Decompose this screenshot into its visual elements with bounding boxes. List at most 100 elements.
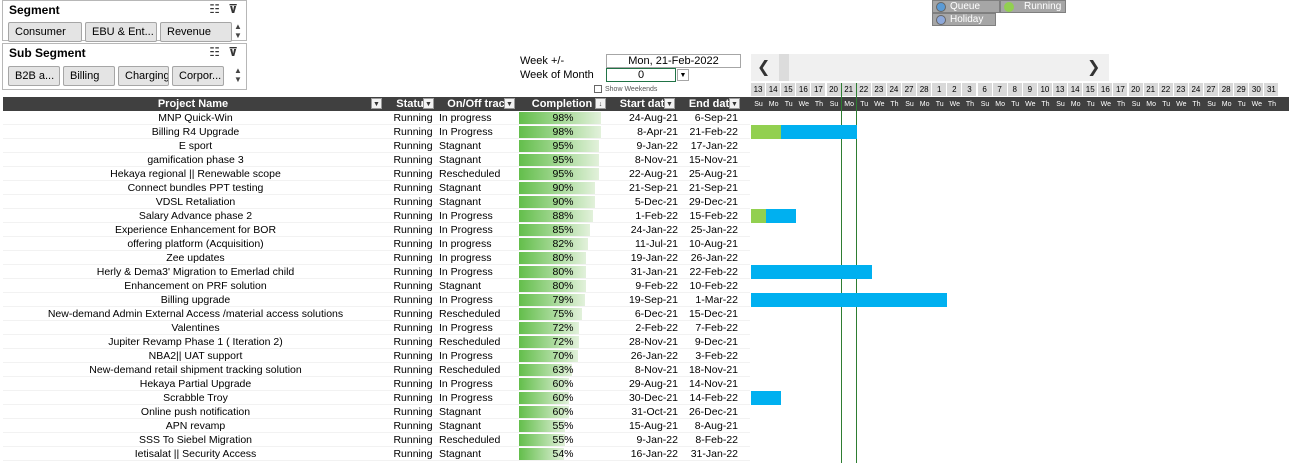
completion-cell: 60% bbox=[518, 405, 608, 419]
clear-filter-icon[interactable]: ⊽ bbox=[228, 45, 238, 59]
table-row[interactable]: E sport Running Stagnant 95% 9-Jan-22 17-Jan-… bbox=[3, 139, 750, 153]
track-cell: Rescheduled bbox=[439, 336, 501, 348]
table-row[interactable]: Salary Advance phase 2 Running In Progress… bbox=[3, 209, 750, 223]
checkbox-icon[interactable] bbox=[594, 85, 602, 93]
column-end[interactable]: End dat ▼ bbox=[677, 97, 741, 111]
end-date-cell: 21-Feb-22 bbox=[689, 126, 738, 138]
table-row[interactable]: Scrabble Troy Running In Progress 60% 30-Dec… bbox=[3, 391, 750, 405]
end-date-cell: 31-Jan-22 bbox=[690, 448, 738, 460]
completion-bar bbox=[519, 420, 566, 432]
status-cell: Running bbox=[393, 420, 433, 432]
gantt-bar-remaining[interactable] bbox=[781, 125, 857, 139]
table-row[interactable]: VDSL Retaliation Running Stagnant 90% 5-Dec-… bbox=[3, 195, 750, 209]
status-cell: Running bbox=[393, 196, 433, 208]
legend-running: Running bbox=[1000, 0, 1066, 13]
table-row[interactable]: Billing R4 Upgrade Running In Progress 98% 8… bbox=[3, 125, 750, 139]
table-row[interactable]: Connect bundles PPT testing Running Stagna… bbox=[3, 181, 750, 195]
table-row[interactable]: Enhancement on PRF solution Running Stagna… bbox=[3, 279, 750, 293]
gantt-bar-completed[interactable] bbox=[751, 125, 782, 139]
table-row[interactable]: MNP Quick-Win Running In progress 98% 24-Aug… bbox=[3, 111, 750, 125]
table-row[interactable]: Herly & Dema3' Migration to Emerlad chil… bbox=[3, 265, 750, 279]
filter-dropdown-icon[interactable]: ▼ bbox=[504, 98, 515, 109]
table-row[interactable]: New-demand Admin External Access /materi… bbox=[3, 307, 750, 321]
start-date-cell: 21-Sep-21 bbox=[628, 182, 678, 194]
sub-segment-item-charging[interactable]: Charging bbox=[118, 66, 169, 86]
table-row[interactable]: Experience Enhancement for BOR Running In … bbox=[3, 223, 750, 237]
multi-select-icon[interactable]: ☷ bbox=[209, 45, 220, 59]
column-track[interactable]: On/Off trac ▼ bbox=[436, 97, 516, 111]
project-name-cell: MNP Quick-Win bbox=[158, 112, 233, 124]
table-row[interactable]: Online push notification Running Stagnant 6… bbox=[3, 405, 750, 419]
segment-item-revenue[interactable]: Revenue bbox=[160, 22, 232, 42]
table-row[interactable]: offering platform (Acquisition) Running In… bbox=[3, 237, 750, 251]
track-cell: In progress bbox=[439, 252, 492, 264]
track-cell: Stagnant bbox=[439, 196, 482, 208]
end-date-cell: 29-Dec-21 bbox=[688, 196, 738, 208]
column-completion[interactable]: Completion ↓ bbox=[517, 97, 607, 111]
completion-text: 80% bbox=[552, 266, 574, 278]
gantt-day: Su bbox=[980, 101, 990, 108]
gantt-bar-remaining[interactable] bbox=[751, 265, 872, 279]
gantt-bar-remaining[interactable] bbox=[751, 293, 948, 307]
month-dropdown-button[interactable]: ▼ bbox=[677, 69, 689, 81]
gantt-day: We bbox=[798, 101, 810, 108]
start-date-cell: 5-Dec-21 bbox=[634, 196, 678, 208]
sort-descending-icon[interactable]: ↓ bbox=[595, 98, 606, 109]
month-value-field[interactable]: 0 bbox=[606, 68, 676, 82]
table-row[interactable]: gamification phase 3 Running Stagnant 95% 8-… bbox=[3, 153, 750, 167]
column-start[interactable]: Start dat ▼ bbox=[608, 97, 676, 111]
timeline-scrollbar[interactable]: ❮ ❯ bbox=[751, 54, 1109, 81]
show-weekends-checkbox[interactable]: Show Weekends bbox=[594, 85, 657, 93]
table-row[interactable]: Zee updates Running In progress 80% 19-Jan-2… bbox=[3, 251, 750, 265]
table-row[interactable]: SSS To Siebel Migration Running Reschedule… bbox=[3, 433, 750, 447]
segment-item-ebu[interactable]: EBU & Ent... bbox=[85, 22, 157, 42]
table-row[interactable]: Billing upgrade Running In Progress 79% 19-S… bbox=[3, 293, 750, 307]
start-date-cell: 30-Dec-21 bbox=[628, 392, 678, 404]
scrollbar-thumb[interactable] bbox=[779, 54, 789, 81]
gantt-date: 10 bbox=[1037, 83, 1053, 96]
table-row[interactable]: New-demand retail shipment tracking solu… bbox=[3, 363, 750, 377]
sub-segment-item-b2b[interactable]: B2B a... bbox=[8, 66, 60, 86]
status-cell: Running bbox=[393, 154, 433, 166]
status-cell: Running bbox=[393, 126, 433, 138]
table-row[interactable]: NBA2|| UAT support Running In Progress 70% 2… bbox=[3, 349, 750, 363]
filter-dropdown-icon[interactable]: ▼ bbox=[664, 98, 675, 109]
completion-text: 60% bbox=[552, 392, 574, 404]
column-status-label: Statu bbox=[396, 98, 424, 110]
completion-text: 80% bbox=[552, 280, 574, 292]
scroll-right-icon[interactable]: ❯ bbox=[1087, 59, 1101, 76]
table-row[interactable]: Hekaya Partial Upgrade Running In Progress… bbox=[3, 377, 750, 391]
legend-holiday: Holiday bbox=[932, 13, 996, 26]
gantt-bar-remaining[interactable] bbox=[751, 391, 782, 405]
sub-segment-item-corporate[interactable]: Corpor... bbox=[172, 66, 224, 86]
gantt-bar-completed[interactable] bbox=[751, 209, 767, 223]
sub-segment-item-billing[interactable]: Billing bbox=[63, 66, 115, 86]
column-status[interactable]: Statu ▼ bbox=[385, 97, 435, 111]
multi-select-icon[interactable]: ☷ bbox=[209, 2, 220, 16]
segment-item-consumer[interactable]: Consumer bbox=[8, 22, 82, 42]
sub-segment-scroll[interactable]: ▲ ▼ bbox=[234, 66, 242, 84]
clear-filter-icon[interactable]: ⊽ bbox=[228, 2, 238, 16]
filter-dropdown-icon[interactable]: ▼ bbox=[371, 98, 382, 109]
scroll-left-icon[interactable]: ❮ bbox=[757, 59, 771, 76]
table-row[interactable]: APN revamp Running Stagnant 55% 15-Aug-21 8-A… bbox=[3, 419, 750, 433]
filter-dropdown-icon[interactable]: ▼ bbox=[729, 98, 740, 109]
status-cell: Running bbox=[393, 448, 433, 460]
end-date-cell: 9-Dec-21 bbox=[694, 336, 738, 348]
gantt-date: 13 bbox=[1053, 83, 1069, 96]
segment-scroll[interactable]: ▲ ▼ bbox=[234, 22, 242, 40]
table-row[interactable]: Ietisalat || Security Access Running Stagn… bbox=[3, 447, 750, 461]
table-row[interactable]: Jupiter Revamp Phase 1 ( Iteration 2) Run… bbox=[3, 335, 750, 349]
completion-text: 82% bbox=[552, 238, 574, 250]
table-row[interactable]: Hekaya regional || Renewable scope Runnin… bbox=[3, 167, 750, 181]
completion-bar bbox=[519, 294, 586, 306]
table-row[interactable]: Valentines Running In Progress 72% 2-Feb-22 7… bbox=[3, 321, 750, 335]
completion-cell: 72% bbox=[518, 335, 608, 349]
week-value-field[interactable]: Mon, 21-Feb-2022 bbox=[606, 54, 741, 68]
start-date-cell: 31-Oct-21 bbox=[631, 406, 678, 418]
project-name-cell: Zee updates bbox=[166, 252, 225, 264]
filter-dropdown-icon[interactable]: ▼ bbox=[423, 98, 434, 109]
column-project-name[interactable]: Project Name ▼ bbox=[3, 97, 383, 111]
gantt-bar-remaining[interactable] bbox=[766, 209, 797, 223]
status-cell: Running bbox=[393, 168, 433, 180]
